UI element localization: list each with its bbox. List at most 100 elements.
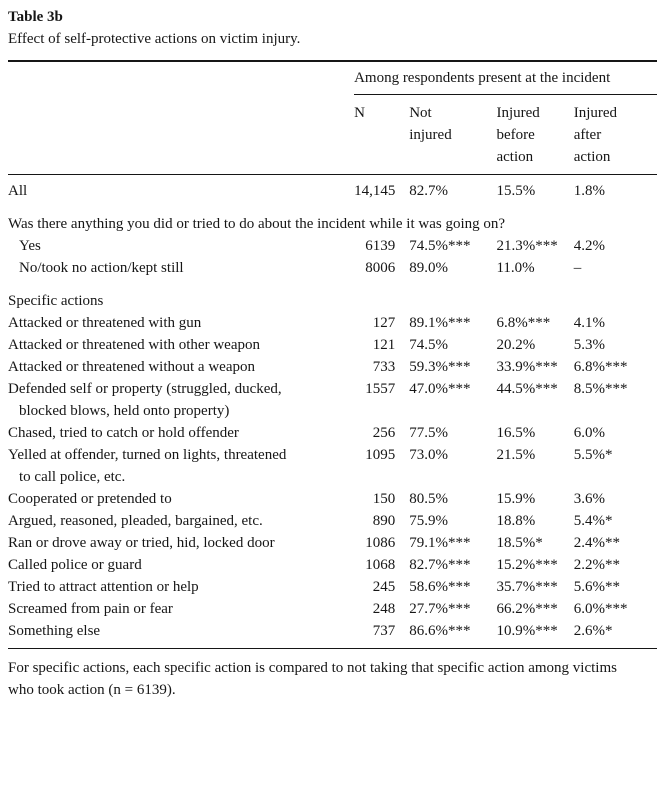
table-row: Argued, reasoned, pleaded, bargained, et… — [8, 510, 657, 532]
cell-not-injured: 82.7% — [409, 183, 448, 199]
row-label: Argued, reasoned, pleaded, bargained, et… — [8, 513, 263, 529]
cell-injured-before-action: 20.2% — [496, 337, 536, 353]
table-row: Attacked or threatened with other weapon… — [8, 334, 657, 356]
spacer-cell — [8, 202, 657, 213]
table-row: Called police or guard 1068 82.7%*** 15.2%*… — [8, 554, 657, 576]
cell-injured-after-action: 4.2% — [573, 238, 605, 254]
row-label: Yelled at offender, turned on lights, th… — [8, 447, 287, 485]
table-row: Something else 737 86.6%*** 10.9%*** 2.6%* — [8, 620, 657, 649]
row-label: Screamed from pain or fear — [8, 601, 173, 617]
row-label: Called police or guard — [8, 557, 142, 573]
cell-not-injured: 89.0% — [409, 260, 448, 276]
table-row: Attacked or threatened without a weapon 7… — [8, 356, 657, 378]
cell-n: 245 — [372, 579, 396, 595]
table-row: Attacked or threatened with gun 127 89.1%*… — [8, 312, 657, 334]
cell-n: 733 — [372, 359, 396, 375]
cell-injured-before-action: 15.9% — [496, 491, 536, 507]
cell-injured-after-action: 5.6%** — [573, 579, 620, 595]
cell-n: 1095 — [365, 447, 396, 463]
cell-not-injured: 80.5% — [409, 491, 448, 507]
column-header-not-injured: Not injured — [409, 94, 497, 175]
cell-injured-before-action: 18.8% — [496, 513, 536, 529]
subheading-row: Specific actions — [8, 290, 657, 312]
cell-not-injured: 58.6%*** — [409, 579, 471, 595]
cell-n: 6139 — [365, 238, 396, 254]
cell-injured-after-action: 2.6%* — [573, 623, 613, 639]
cell-injured-before-action: 66.2%*** — [496, 601, 558, 617]
subheading-text: Specific actions — [8, 293, 104, 309]
cell-injured-before-action: 21.5% — [496, 447, 536, 463]
row-label: Yes — [19, 238, 41, 254]
table-row: Yelled at offender, turned on lights, th… — [8, 444, 657, 488]
spacer-cell — [8, 279, 657, 290]
row-label: Tried to attract attention or help — [8, 579, 199, 595]
cell-injured-before-action: 6.8%*** — [496, 315, 551, 331]
cell-injured-before-action: 15.5% — [496, 183, 536, 199]
cell-injured-before-action: 15.2%*** — [496, 557, 558, 573]
column-header-injured-before-action: Injured before action — [496, 94, 574, 175]
cell-injured-after-action: 4.1% — [573, 315, 605, 331]
cell-injured-after-action: 8.5%*** — [573, 381, 628, 397]
cell-n: 1068 — [365, 557, 396, 573]
cell-n: 127 — [372, 315, 396, 331]
row-label: No/took no action/kept still — [19, 260, 184, 276]
cell-injured-after-action: 1.8% — [573, 183, 605, 199]
cell-not-injured: 75.9% — [409, 513, 448, 529]
cell-injured-after-action: 6.8%*** — [573, 359, 628, 375]
cell-injured-before-action: 18.5%* — [496, 535, 543, 551]
table-row: Yes 6139 74.5%*** 21.3%*** 4.2% — [8, 235, 657, 257]
cell-n: 150 — [372, 491, 396, 507]
row-label: Cooperated or pretended to — [8, 491, 172, 507]
cell-injured-before-action: 35.7%*** — [496, 579, 558, 595]
table-row: Cooperated or pretended to 150 80.5% 15.9% 3… — [8, 488, 657, 510]
table-row: All 14,145 82.7% 15.5% 1.8% — [8, 175, 657, 203]
question-text: Was there anything you did or tried to d… — [8, 216, 506, 232]
table-body: All 14,145 82.7% 15.5% 1.8% Was there anythin… — [8, 175, 657, 649]
cell-not-injured: 27.7%*** — [409, 601, 471, 617]
cell-injured-after-action: 2.4%** — [573, 535, 620, 551]
table-row: Tried to attract attention or help 245 58.… — [8, 576, 657, 598]
table-number: Table 3b — [8, 9, 63, 25]
row-label: Attacked or threatened with gun — [8, 315, 202, 331]
cell-injured-before-action: 16.5% — [496, 425, 536, 441]
cell-injured-after-action: 5.4%* — [573, 513, 613, 529]
cell-n: 248 — [372, 601, 396, 617]
cell-not-injured: 89.1%*** — [409, 315, 471, 331]
column-header-injured-after-action: Injured after action — [573, 94, 657, 175]
cell-n: 14,145 — [354, 183, 396, 199]
table-row: Chased, tried to catch or hold offender 2… — [8, 422, 657, 444]
table-footnote: For specific actions, each specific acti… — [8, 660, 617, 698]
table-row: Screamed from pain or fear 248 27.7%*** 66.… — [8, 598, 657, 620]
row-label: All — [8, 183, 28, 199]
row-label: Something else — [8, 623, 101, 639]
cell-n: 737 — [372, 623, 396, 639]
column-header-n: N — [354, 94, 410, 175]
table-row: Defended self or property (struggled, du… — [8, 378, 657, 422]
row-label: Attacked or threatened without a weapon — [8, 359, 255, 375]
cell-injured-after-action: 5.5%* — [573, 447, 613, 463]
cell-not-injured: 74.5%*** — [409, 238, 471, 254]
spacer-row — [8, 279, 657, 290]
cell-injured-after-action: 6.0% — [573, 425, 605, 441]
cell-n: 1086 — [365, 535, 396, 551]
table-header: Among respondents present at the inciden… — [8, 60, 657, 175]
table-row: No/took no action/kept still 8006 89.0% 11.… — [8, 257, 657, 279]
stub-header-cell — [8, 94, 355, 175]
cell-n: 256 — [372, 425, 396, 441]
table-row: Ran or drove away or tried, hid, locked … — [8, 532, 657, 554]
cell-injured-after-action: 2.2%** — [573, 557, 620, 573]
cell-injured-before-action: 11.0% — [496, 260, 535, 276]
group-header-label: Among respondents present at the inciden… — [354, 60, 657, 95]
cell-injured-after-action: – — [573, 260, 582, 276]
cell-not-injured: 47.0%*** — [409, 381, 471, 397]
row-label: Ran or drove away or tried, hid, locked … — [8, 535, 275, 551]
cell-injured-before-action: 44.5%*** — [496, 381, 558, 397]
cell-not-injured: 77.5% — [409, 425, 448, 441]
table-title: Effect of self-protective actions on vic… — [8, 31, 301, 47]
cell-n: 1557 — [365, 381, 396, 397]
cell-n: 8006 — [365, 260, 396, 276]
cell-injured-before-action: 21.3%*** — [496, 238, 558, 254]
question-row: Was there anything you did or tried to d… — [8, 213, 657, 235]
cell-not-injured: 86.6%*** — [409, 623, 471, 639]
cell-not-injured: 79.1%*** — [409, 535, 471, 551]
